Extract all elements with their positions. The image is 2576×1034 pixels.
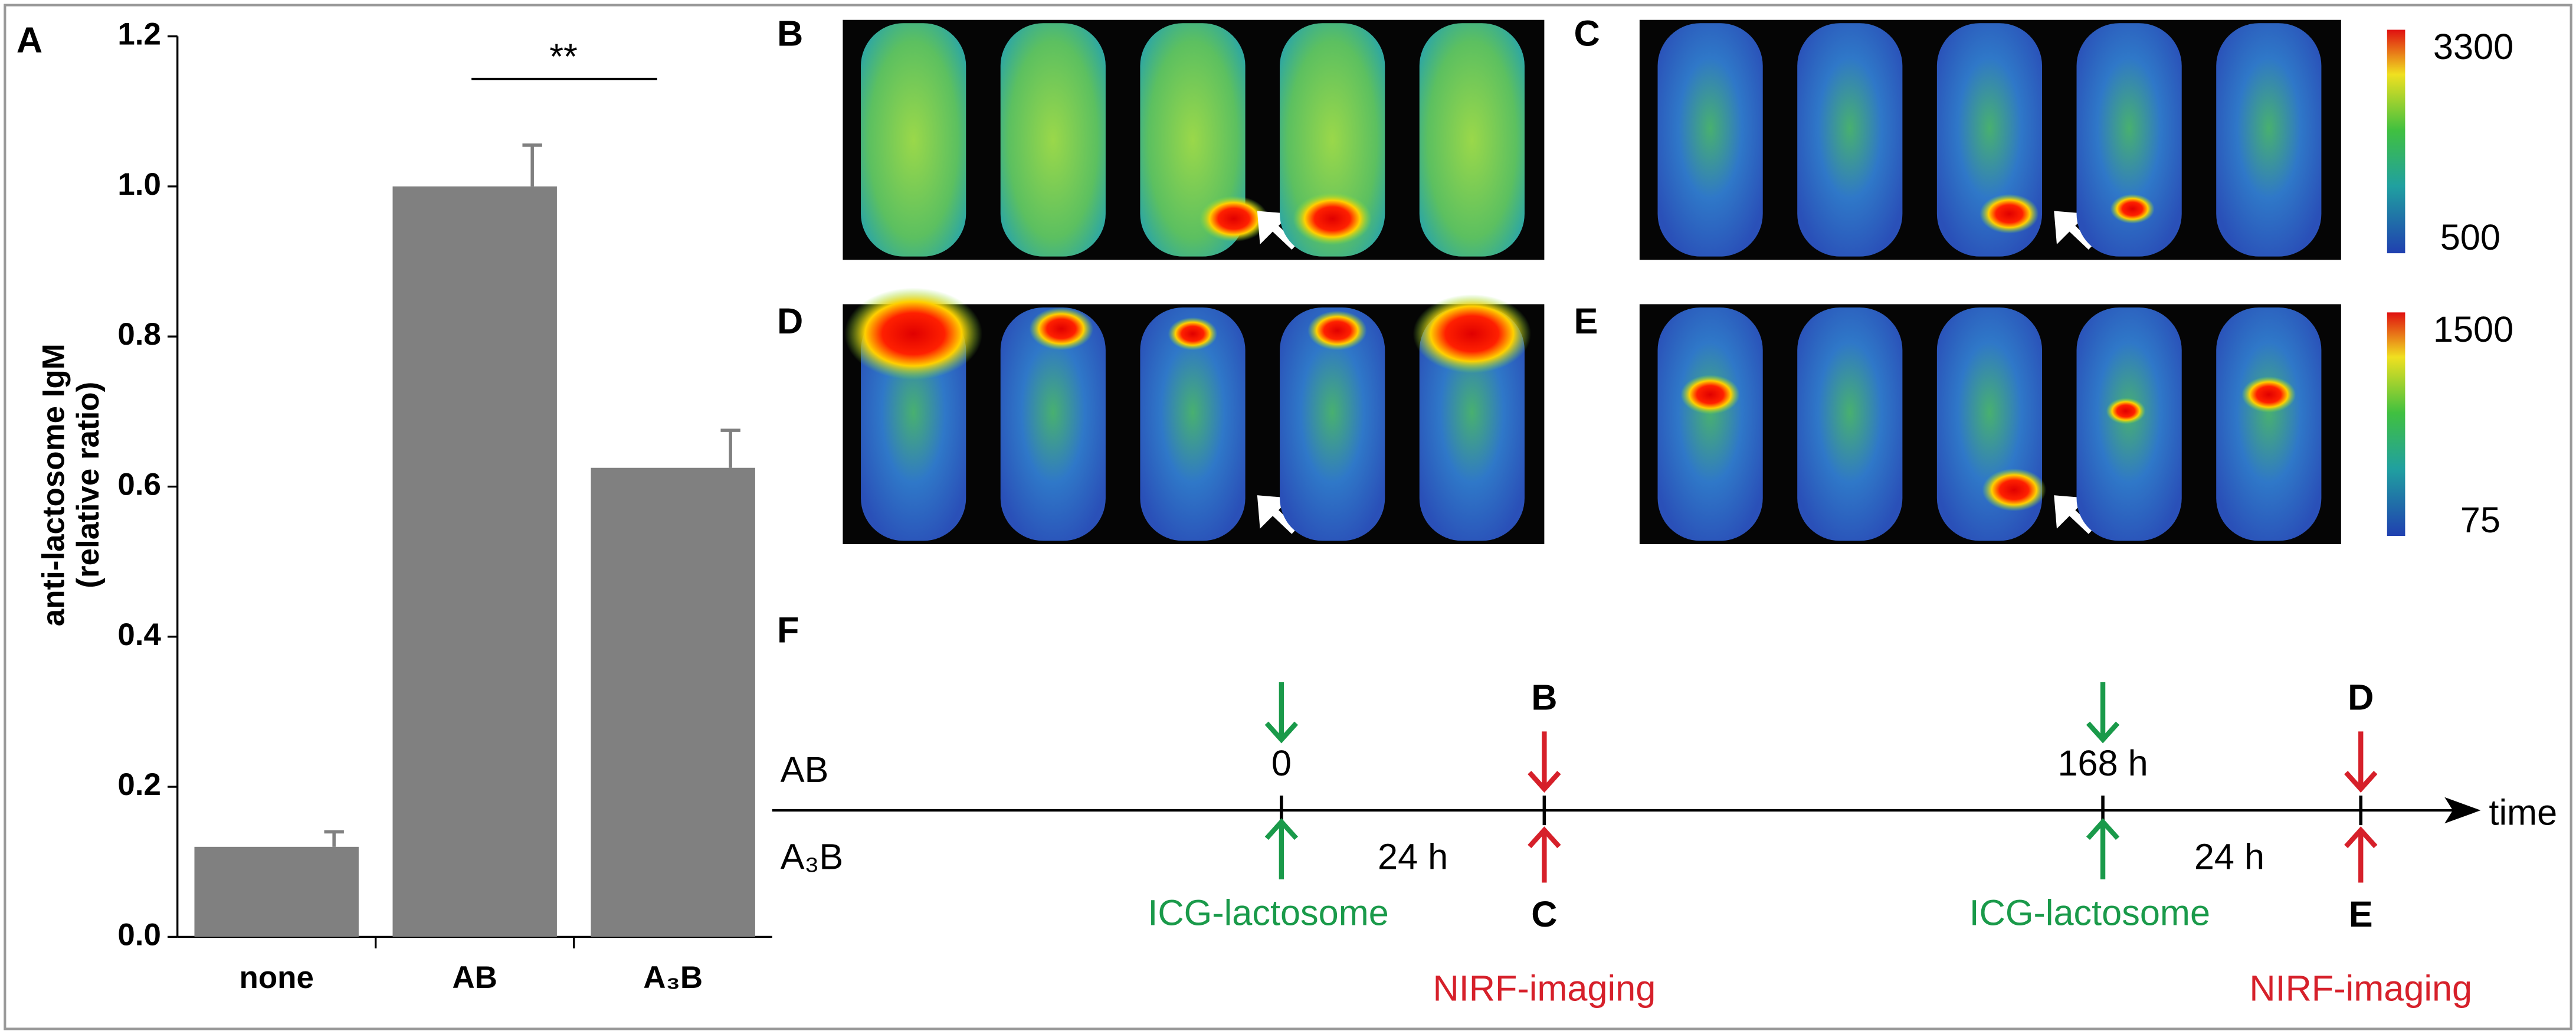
mouse — [2216, 23, 2322, 257]
mouse — [1000, 307, 1106, 541]
y-tick-label: 0.8 — [117, 317, 161, 352]
pointer-arrow — [2054, 495, 2095, 534]
time-arrowhead — [2444, 797, 2481, 824]
mouse — [861, 23, 966, 257]
colorbar-max: 3300 — [2433, 27, 2513, 67]
imaging-arrow-head — [1528, 771, 1561, 793]
mouse — [1797, 307, 1903, 541]
image-panel — [1639, 19, 2341, 260]
signal-spot — [1982, 468, 2047, 512]
signal-spot — [2106, 398, 2146, 424]
panel-label: F — [777, 610, 799, 650]
signal-spot — [1199, 195, 1269, 242]
bar — [194, 846, 359, 937]
mouse — [1419, 23, 1525, 257]
mouse — [1280, 307, 1385, 541]
image-panel — [843, 287, 1545, 544]
signal-spot — [2110, 194, 2155, 224]
signal-spot — [844, 287, 983, 380]
significance: ** — [549, 37, 578, 77]
y-tick-label: 0.6 — [117, 467, 161, 502]
image-panel — [1639, 304, 2341, 544]
bar — [591, 467, 755, 937]
mouse — [1000, 23, 1106, 257]
imaging-arrow-head — [1528, 826, 1561, 849]
panel-ref: B — [1531, 678, 1557, 718]
imaging-arrow-head — [2344, 771, 2378, 793]
time-label: time — [2489, 793, 2557, 833]
panel-label: B — [777, 14, 803, 54]
y-axis-label-line: (relative ratio) — [71, 382, 106, 588]
row-label: A₃B — [781, 837, 844, 877]
injection-arrow-head — [2086, 818, 2120, 840]
y-tick-label: 0.2 — [117, 767, 161, 802]
interval-label: 24 h — [1378, 837, 1448, 877]
agent-label: ICG-lactosome — [1148, 892, 1388, 932]
injection-arrow-head — [1264, 818, 1299, 840]
signal-spot — [1412, 294, 1532, 374]
y-tick-label: 1.0 — [117, 167, 161, 202]
interval-label: 24 h — [2194, 837, 2264, 877]
mouse — [2076, 307, 2182, 541]
panel-ref: C — [1531, 894, 1557, 934]
pointer-arrow — [2054, 211, 2095, 250]
signal-spot — [1979, 194, 2039, 234]
imaging-arrow-head — [2344, 826, 2378, 849]
x-tick-label: none — [240, 960, 314, 995]
signal-spot — [1029, 307, 1094, 351]
mouse — [2076, 23, 2182, 257]
time-point: 168 h — [2057, 743, 2148, 783]
signal-spot — [2241, 376, 2296, 413]
panel-label: E — [1574, 301, 1598, 341]
signal-spot — [1680, 375, 1740, 414]
colorbar-min: 500 — [2440, 217, 2500, 257]
y-tick-label: 1.2 — [117, 17, 161, 52]
panel-label: D — [777, 301, 803, 341]
method-label: NIRF-imaging — [2249, 968, 2472, 1008]
mouse — [1657, 23, 1763, 257]
mouse — [1797, 23, 1903, 257]
y-tick-label: 0.4 — [117, 617, 161, 652]
bar — [392, 186, 557, 937]
x-tick-label: A₃B — [643, 960, 703, 995]
injection-arrow-head — [1264, 721, 1299, 744]
panel-label: A — [17, 20, 42, 60]
image-panel — [843, 19, 1545, 260]
signal-spot — [1307, 310, 1367, 351]
agent-label: ICG-lactosome — [1969, 892, 2210, 932]
injection-arrow-head — [2086, 721, 2120, 744]
method-label: NIRF-imaging — [1433, 968, 1656, 1008]
mouse — [1140, 307, 1246, 541]
panel-ref: E — [2349, 894, 2373, 934]
colorbar — [2387, 312, 2405, 536]
x-tick-label: AB — [452, 960, 497, 995]
y-tick-label: 0.0 — [117, 917, 161, 952]
pointer-arrow — [1257, 211, 1297, 250]
panel-label: C — [1574, 14, 1600, 54]
panel-ref: D — [2348, 678, 2374, 718]
colorbar-min: 75 — [2460, 500, 2500, 540]
mouse — [2216, 307, 2322, 541]
y-axis-label-line: anti-lactosome IgM — [37, 343, 71, 626]
row-label: AB — [781, 750, 829, 790]
mouse — [1657, 307, 1763, 541]
signal-spot — [1293, 192, 1372, 246]
pointer-arrow — [1257, 495, 1297, 534]
y-axis-label: anti-lactosome IgM(relative ratio) — [37, 343, 106, 626]
mouse — [1280, 23, 1385, 257]
time-point: 0 — [1271, 743, 1292, 783]
colorbar — [2387, 30, 2405, 254]
frame — [4, 4, 2572, 1030]
colorbar-max: 1500 — [2433, 309, 2513, 349]
signal-spot — [1168, 317, 1218, 351]
